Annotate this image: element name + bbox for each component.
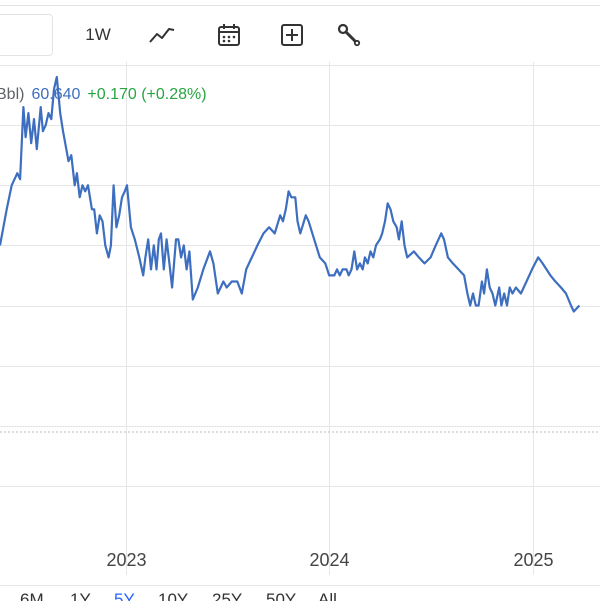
range-button-all[interactable]: All xyxy=(318,590,337,601)
add-indicator-button[interactable] xyxy=(276,20,308,50)
range-button-6m[interactable]: 6M xyxy=(20,590,44,601)
legend-symbol-name: Bbl) xyxy=(0,86,25,103)
legend-change: +0.170 (+0.28%) xyxy=(87,86,207,103)
symbol-search-box[interactable] xyxy=(0,14,53,56)
chart-legend: Bbl) 60.640 +0.170 (+0.28%) xyxy=(0,86,214,110)
timeframe-button[interactable]: 1W xyxy=(85,25,111,44)
settings-button[interactable] xyxy=(333,20,365,50)
x-axis-ticks: 2022202320242025 xyxy=(106,550,553,570)
line-chart-icon xyxy=(149,28,175,43)
price-line xyxy=(0,75,581,313)
date-range-button[interactable] xyxy=(213,20,245,50)
x-tick-label: 2023 xyxy=(106,550,146,570)
chart-type-button[interactable] xyxy=(146,20,178,50)
vertical-gridlines xyxy=(126,62,534,575)
wrench-icon xyxy=(337,23,361,47)
range-button-50y[interactable]: 50Y xyxy=(266,590,297,601)
price-chart[interactable]: 2022202320242025 xyxy=(0,0,600,585)
range-selector: 6M 1Y 5Y 10Y 25Y 50Y All xyxy=(0,585,600,601)
toolbar-divider xyxy=(0,5,600,6)
horizontal-gridlines xyxy=(0,65,600,487)
range-button-25y[interactable]: 25Y xyxy=(212,590,243,601)
range-button-1y[interactable]: 1Y xyxy=(70,590,91,601)
x-tick-label: 2025 xyxy=(513,550,553,570)
legend-last-price: 60.640 xyxy=(31,86,81,103)
x-tick-label: 2024 xyxy=(309,550,349,570)
range-button-5y[interactable]: 5Y xyxy=(114,590,135,601)
calendar-icon xyxy=(218,24,240,46)
range-button-10y[interactable]: 10Y xyxy=(158,590,189,601)
chart-toolbar: 1W xyxy=(0,0,600,62)
add-icon xyxy=(281,24,303,46)
